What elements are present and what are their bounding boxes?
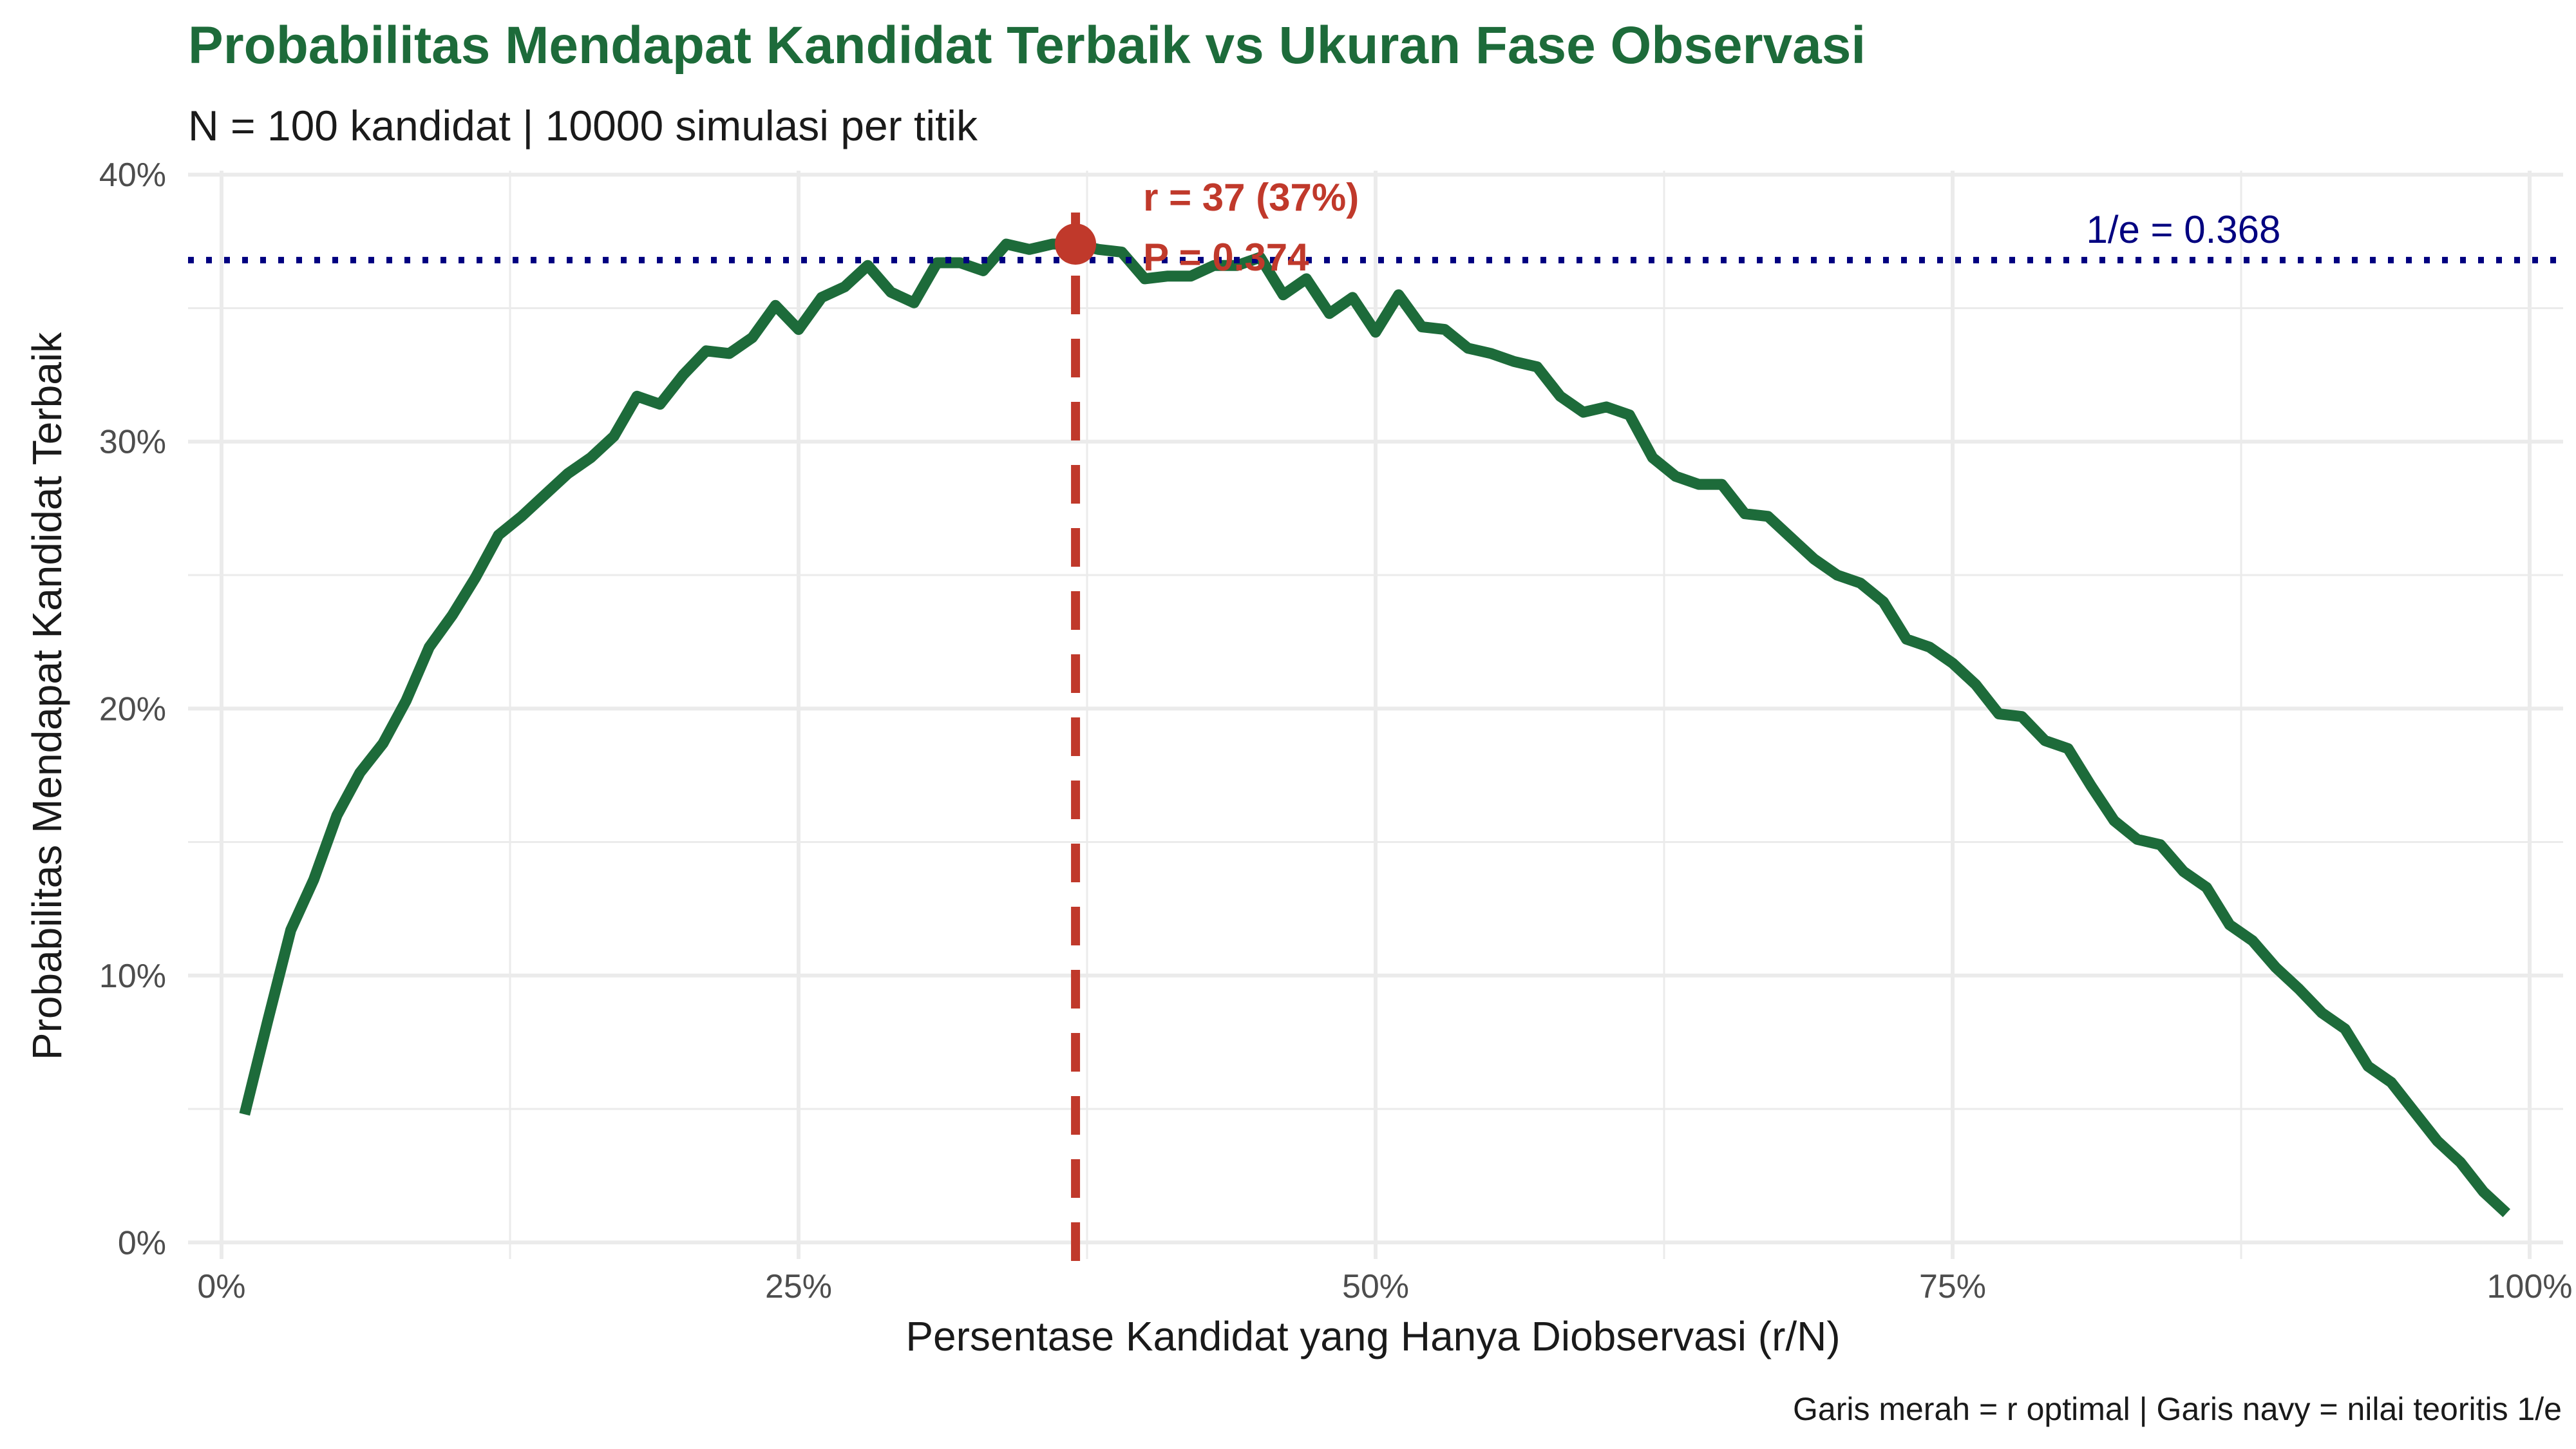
series-layer [239,238,2510,1217]
x-axis-title: Persentase Kandidat yang Hanya Diobserva… [905,1313,1840,1359]
optimal-r-label: r = 37 (37%) [1143,176,1359,219]
y-tick-label: 0% [118,1224,166,1262]
x-tick-label: 75% [1919,1268,1986,1305]
chart-title: Probabilitas Mendapat Kandidat Terbaik v… [188,16,1866,75]
x-tick-label: 100% [2487,1268,2573,1305]
optimal-p-label: P = 0.374 [1143,236,1309,279]
y-tick-label: 30% [99,424,166,461]
chart-caption: Garis merah = r optimal | Garis navy = n… [1793,1391,2562,1427]
series-line [239,238,2510,1217]
y-tick-label: 40% [99,156,166,194]
y-axis-ticks: 0% 10% 20% 30% 40% [99,156,166,1262]
x-tick-label: 25% [765,1268,832,1305]
annotations: r = 37 (37%) P = 0.374 1/e = 0.368 [188,176,2563,1285]
chart-subtitle: N = 100 kandidat | 10000 simulasi per ti… [188,102,978,149]
x-tick-label: 50% [1342,1268,1409,1305]
y-axis-title: Probabilitas Mendapat Kandidat Terbaik [24,332,70,1060]
x-axis-ticks: 0% 25% 50% 75% 100% [197,1268,2572,1305]
y-tick-label: 10% [99,958,166,995]
theory-label: 1/e = 0.368 [2086,208,2280,251]
y-tick-label: 20% [99,690,166,728]
grid [188,171,2563,1259]
x-tick-label: 0% [197,1268,245,1305]
optimal-point [1055,223,1097,265]
